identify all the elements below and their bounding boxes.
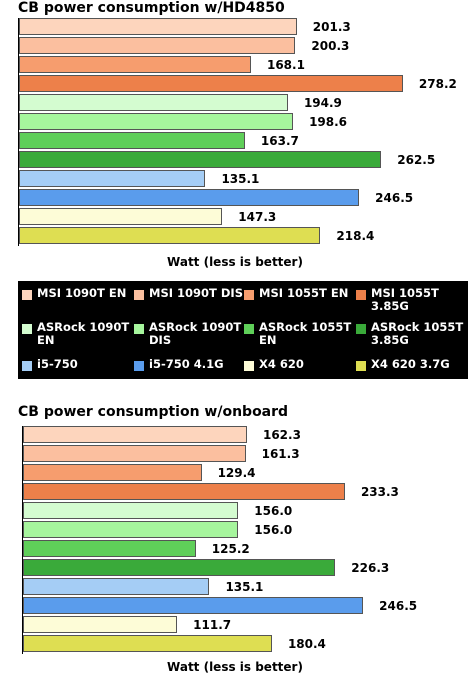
bar-plot-onboard: 162.3 161.3 129.4 233.3 156.0 156.0 125.2 226.3… <box>22 426 469 654</box>
legend-swatch <box>244 361 254 371</box>
legend-swatch <box>134 324 144 334</box>
legend-swatch <box>22 290 32 300</box>
legend-label: ASRock 1090T DIS <box>149 320 242 347</box>
legend-label: MSI 1055T EN <box>259 286 349 300</box>
value-label-msi-1055t-en: 129.4 <box>217 466 256 480</box>
legend-label: i5-750 4.1G <box>149 357 224 371</box>
bar-i5-750 <box>19 170 206 187</box>
bar-msi-1090t-dis <box>23 445 246 462</box>
bar-msi-1055t-3-85g <box>19 75 403 92</box>
value-label-i5-750: 135.1 <box>221 172 260 186</box>
value-label-msi-1055t-3-85g: 278.2 <box>418 77 457 91</box>
legend-swatch <box>244 324 254 334</box>
legend-label: X4 620 <box>259 357 304 371</box>
value-label-asrock-1090t-en: 156.0 <box>254 504 293 518</box>
value-label-asrock-1090t-dis: 198.6 <box>309 115 348 129</box>
bar-i5-750-4-1g <box>19 189 360 206</box>
bar-i5-750-4-1g <box>23 597 364 614</box>
bar-msi-1055t-en <box>23 464 202 481</box>
value-label-x4-620-3-7g: 180.4 <box>287 637 326 651</box>
legend-label: MSI 1055T 3.85G <box>371 286 439 313</box>
legend-swatch <box>356 361 366 371</box>
value-label-msi-1090t-en: 201.3 <box>312 20 351 34</box>
bar-msi-1090t-en <box>23 426 247 443</box>
legend-label: X4 620 3.7G <box>371 357 450 371</box>
value-label-i5-750: 135.1 <box>225 580 264 594</box>
bar-i5-750 <box>23 578 210 595</box>
bar-asrock-1090t-en <box>19 94 288 111</box>
bar-asrock-1055t-3-85g <box>19 151 382 168</box>
legend-label: ASRock 1055T EN <box>259 320 352 347</box>
value-label-msi-1055t-3-85g: 233.3 <box>360 485 399 499</box>
bar-x4-620-3-7g <box>19 227 321 244</box>
legend-swatch <box>356 290 366 300</box>
legend-swatch <box>134 361 144 371</box>
legend-label: i5-750 <box>37 357 78 371</box>
value-label-asrock-1055t-en: 125.2 <box>211 542 250 556</box>
value-label-msi-1055t-en: 168.1 <box>266 58 305 72</box>
legend-label: MSI 1090T EN <box>37 286 127 300</box>
value-label-x4-620: 147.3 <box>238 210 277 224</box>
chart-title-onboard: CB power consumption w/onboard <box>18 404 289 420</box>
legend-label: MSI 1090T DIS <box>149 286 243 300</box>
bar-x4-620 <box>19 208 223 225</box>
value-label-x4-620: 111.7 <box>193 618 232 632</box>
value-label-i5-750-4-1g: 246.5 <box>379 599 418 613</box>
bar-msi-1055t-3-85g <box>23 483 345 500</box>
legend-swatch <box>244 290 254 300</box>
value-label-i5-750-4-1g: 246.5 <box>375 191 414 205</box>
bar-asrock-1090t-dis <box>23 521 239 538</box>
bar-asrock-1055t-en <box>23 540 196 557</box>
value-label-asrock-1055t-en: 163.7 <box>260 134 299 148</box>
bar-asrock-1055t-3-85g <box>23 559 336 576</box>
value-label-msi-1090t-en: 162.3 <box>262 428 301 442</box>
value-label-asrock-1055t-3-85g: 262.5 <box>397 153 436 167</box>
value-label-asrock-1090t-dis: 156.0 <box>254 523 293 537</box>
x-axis-label-hd4850: Watt (less is better) <box>167 255 303 269</box>
legend-swatch <box>134 290 144 300</box>
bar-asrock-1055t-en <box>19 132 245 149</box>
bar-msi-1090t-dis <box>19 37 296 54</box>
legend-swatch <box>356 324 366 334</box>
legend-label: ASRock 1055T 3.85G <box>371 320 464 347</box>
bar-asrock-1090t-en <box>23 502 239 519</box>
value-label-asrock-1055t-3-85g: 226.3 <box>351 561 390 575</box>
bar-x4-620 <box>23 616 178 633</box>
legend-swatch <box>22 324 32 334</box>
value-label-x4-620-3-7g: 218.4 <box>336 229 375 243</box>
bar-x4-620-3-7g <box>23 635 272 652</box>
legend: MSI 1090T EN MSI 1090T DIS MSI 1055T EN MSI… <box>18 281 468 379</box>
bar-asrock-1090t-dis <box>19 113 294 130</box>
value-label-asrock-1090t-en: 194.9 <box>303 96 342 110</box>
bar-msi-1090t-en <box>19 18 297 35</box>
bar-plot-hd4850: 201.3 200.3 168.1 278.2 194.9 198.6 163.7 262.5… <box>18 18 469 246</box>
x-axis-label-onboard: Watt (less is better) <box>167 660 303 674</box>
value-label-msi-1090t-dis: 200.3 <box>311 39 350 53</box>
legend-swatch <box>22 361 32 371</box>
legend-label: ASRock 1090T EN <box>37 320 130 347</box>
chart-title-hd4850: CB power consumption w/HD4850 <box>18 0 285 16</box>
value-label-msi-1090t-dis: 161.3 <box>261 447 300 461</box>
bar-msi-1055t-en <box>19 56 251 73</box>
